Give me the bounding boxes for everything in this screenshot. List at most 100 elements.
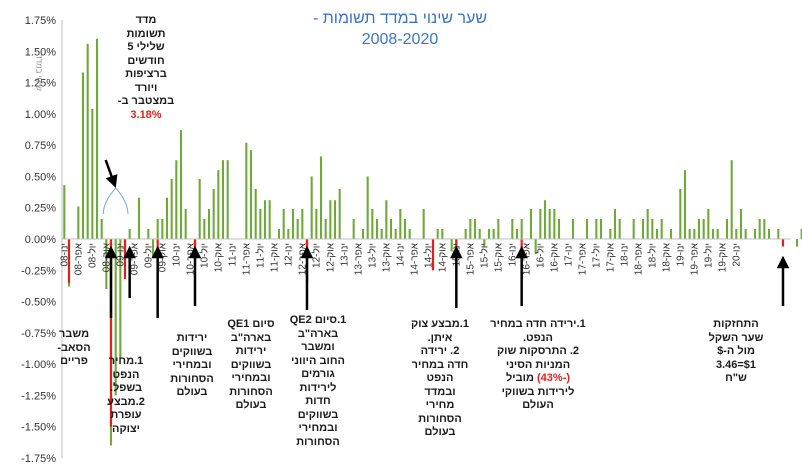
bar bbox=[520, 218, 523, 239]
bar bbox=[497, 218, 500, 239]
bar bbox=[137, 197, 141, 239]
y-tick-label: -1.00% bbox=[21, 359, 56, 371]
bar bbox=[739, 208, 743, 239]
bar bbox=[571, 218, 575, 239]
bar bbox=[301, 208, 304, 239]
red-marker bbox=[123, 239, 127, 280]
annotation-index5-red: 3.18% bbox=[130, 108, 162, 121]
y-tick-label: 1.25% bbox=[25, 78, 56, 90]
x-tick-label: יול-16 bbox=[534, 243, 546, 268]
y-tick-label: -0.50% bbox=[21, 297, 56, 309]
bar bbox=[352, 218, 355, 239]
x-tick-label: יול-14 bbox=[422, 243, 434, 268]
x-tick-label: אוק-17 bbox=[605, 242, 616, 272]
annotation-index5: מדד תשומות שלילי 5 חודשים ברציפות ויורד … bbox=[116, 14, 176, 122]
bar bbox=[147, 228, 150, 239]
bar bbox=[450, 239, 453, 252]
x-tick-label: אפר-15 bbox=[465, 242, 476, 275]
x-tick-label: יול-15 bbox=[478, 243, 490, 268]
bar bbox=[534, 239, 537, 255]
bar bbox=[324, 218, 327, 239]
annotation-qe2: 1.סיום QE2 בארה"ב ומשבר החוב היווני גורמ… bbox=[289, 314, 347, 448]
bar bbox=[464, 228, 467, 239]
bar bbox=[725, 218, 729, 239]
x-tick-label: ינו-18 bbox=[619, 243, 630, 267]
x-tick-label: אפר-13 bbox=[353, 242, 364, 275]
bar bbox=[156, 218, 159, 239]
x-tick-label: אפר-08 bbox=[73, 242, 84, 275]
y-tick-label: 1.00% bbox=[25, 109, 56, 121]
bar bbox=[553, 208, 556, 239]
bar bbox=[249, 150, 253, 239]
bar bbox=[408, 228, 411, 239]
bar bbox=[263, 200, 267, 239]
annotation-oil-line2: 2.מבצע עופרת יצוקה bbox=[107, 395, 145, 435]
bar bbox=[119, 239, 122, 358]
bar bbox=[660, 218, 663, 239]
x-tick-label: יול-12 bbox=[310, 243, 322, 268]
bar bbox=[679, 188, 682, 239]
x-tick-label: יול-13 bbox=[366, 243, 378, 268]
bar bbox=[371, 208, 374, 239]
x-tick-label: אפר-16 bbox=[521, 242, 532, 275]
x-tick-label: אוק-12 bbox=[325, 242, 336, 272]
annotation-oil2-text: 1.ירידה חדה במחיר הנפט. 2. התרסקות שוק ה… bbox=[490, 318, 586, 371]
x-tick-label: ינו-19 bbox=[675, 243, 686, 267]
bar bbox=[483, 239, 486, 247]
bar bbox=[291, 208, 295, 239]
bar bbox=[702, 218, 705, 239]
bar bbox=[487, 228, 491, 239]
x-tick-label: יול-10 bbox=[198, 243, 210, 268]
x-tick-label: ינו-14 bbox=[395, 243, 406, 267]
bar bbox=[795, 239, 799, 247]
annotation-index5-text: מדד תשומות שלילי 5 חודשים ברציפות ויורד … bbox=[117, 14, 175, 107]
y-tick-label: -1.75% bbox=[21, 453, 56, 465]
bar bbox=[170, 178, 173, 239]
bar bbox=[333, 200, 337, 239]
x-tick-label: אפר-19 bbox=[689, 242, 700, 275]
bar bbox=[259, 208, 262, 239]
annotation-oil2: 1.ירידה חדה במחיר הנפט. 2. התרסקות שוק ה… bbox=[482, 318, 594, 413]
red-marker bbox=[67, 239, 71, 283]
bar bbox=[599, 218, 603, 239]
bar bbox=[296, 218, 299, 239]
bar bbox=[763, 218, 766, 239]
x-tick-label: אוק-16 bbox=[549, 242, 560, 272]
bar bbox=[203, 218, 206, 239]
bar bbox=[245, 142, 248, 239]
bar bbox=[63, 185, 66, 239]
annotation-qe1: סיום QE1 בארה"ב ירידות בשווקים ובמחירי ה… bbox=[227, 318, 275, 411]
bar bbox=[310, 176, 313, 239]
annotation-oil: 1.מחיר הנפט בשפל. 2.מבצע עופרת יצוקה bbox=[100, 355, 152, 436]
x-tick-label: יול-18 bbox=[646, 243, 658, 268]
bar bbox=[711, 228, 715, 239]
bar bbox=[77, 206, 80, 239]
bar bbox=[366, 176, 369, 239]
bar bbox=[683, 170, 687, 239]
x-tick-label: אוק-18 bbox=[661, 242, 672, 272]
y-axis-label-text: שינוי במדד bbox=[34, 54, 44, 91]
bar bbox=[777, 228, 780, 239]
bar bbox=[161, 218, 164, 239]
bar bbox=[436, 228, 439, 239]
bar bbox=[277, 228, 281, 239]
bar bbox=[613, 208, 617, 239]
annotation-shekel: התחזקות שער השקל מול ה-$ $1=3.46 ש"ח bbox=[708, 318, 764, 384]
bar bbox=[609, 228, 612, 239]
x-tick-label: ינו-16 bbox=[507, 243, 518, 267]
bar bbox=[697, 218, 701, 239]
y-tick-label: -1.50% bbox=[21, 422, 56, 434]
bar bbox=[184, 208, 187, 239]
x-tick-label: יול-11 bbox=[254, 243, 266, 268]
bar bbox=[641, 218, 645, 239]
x-tick-label: אוק-15 bbox=[493, 242, 504, 272]
x-tick-label: אוק-13 bbox=[381, 242, 392, 272]
bar bbox=[226, 160, 229, 239]
bar bbox=[669, 228, 673, 239]
x-tick-label: יול-19 bbox=[702, 243, 714, 268]
y-axis-label: שינוי במדד bbox=[32, 18, 44, 128]
bar bbox=[361, 228, 365, 239]
x-tick-label: אפר-18 bbox=[633, 242, 644, 275]
bar bbox=[758, 218, 761, 239]
bar bbox=[91, 108, 94, 239]
